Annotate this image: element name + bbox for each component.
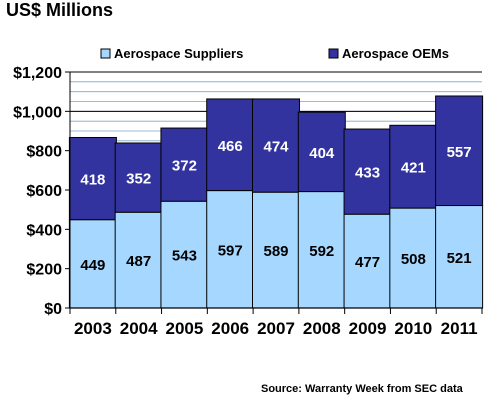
legend-swatch xyxy=(100,48,111,59)
y-tick-label: $400 xyxy=(26,222,62,239)
x-tick-label: 2006 xyxy=(211,319,249,338)
bar-2003-s1 xyxy=(68,136,117,221)
bar-2005-s1 xyxy=(160,127,209,202)
data-label: 404 xyxy=(309,145,335,162)
data-label: 477 xyxy=(355,254,380,271)
bar-2005-s0 xyxy=(160,200,209,309)
bar-2006-s0 xyxy=(206,190,255,309)
bar-2008-s0 xyxy=(297,191,346,309)
bar-2010-s0 xyxy=(389,207,438,309)
y-tick-label: $1,000 xyxy=(13,104,62,121)
data-label: 543 xyxy=(172,248,197,265)
bar-2011-s1 xyxy=(435,95,484,207)
legend: Aerospace Suppliers Aerospace OEMs xyxy=(100,46,449,61)
bar-2011-s0 xyxy=(435,205,484,309)
y-tick-label: $0 xyxy=(44,301,62,318)
legend-swatch xyxy=(328,48,339,59)
y-tick-label: $200 xyxy=(26,262,62,279)
bar-2004-s1 xyxy=(114,142,163,213)
data-label: 508 xyxy=(401,251,426,268)
tick-labels: $0 $200 $400 $600 $800 $1,000 $1,200 2003 2004 20… xyxy=(13,65,477,338)
data-label: 597 xyxy=(218,242,243,259)
bar-2006-s1 xyxy=(206,98,255,192)
y-tick-label: $1,200 xyxy=(13,65,62,82)
x-tick-label: 2008 xyxy=(303,319,341,338)
axes xyxy=(65,71,483,314)
data-label: 521 xyxy=(447,250,472,267)
bar-2010-s1 xyxy=(389,124,438,209)
x-tick-label: 2003 xyxy=(74,319,112,338)
y-tick-label: $800 xyxy=(26,144,62,161)
data-label: 474 xyxy=(263,139,289,156)
legend-label: Aerospace OEMs xyxy=(342,46,449,61)
data-label: 352 xyxy=(126,171,151,188)
bars xyxy=(68,95,484,309)
bar-2007-s1 xyxy=(252,98,300,193)
data-label: 433 xyxy=(355,165,380,182)
x-tick-label: 2005 xyxy=(166,319,204,338)
x-tick-label: 2004 xyxy=(120,319,158,338)
data-label: 421 xyxy=(401,160,426,177)
data-label: 449 xyxy=(80,257,105,274)
data-label: 557 xyxy=(447,144,472,161)
x-tick-label: 2007 xyxy=(257,319,295,338)
x-tick-label: 2010 xyxy=(394,319,432,338)
data-label: 487 xyxy=(126,253,151,270)
legend-label: Aerospace Suppliers xyxy=(114,46,243,61)
source-note: Source: Warranty Week from SEC data xyxy=(261,383,463,395)
data-label: 592 xyxy=(309,243,334,260)
x-tick-label: 2009 xyxy=(349,319,387,338)
y-tick-label: $600 xyxy=(26,183,62,200)
bar-2008-s1 xyxy=(297,111,346,193)
x-tick-label: 2011 xyxy=(441,319,478,338)
data-label: 418 xyxy=(80,172,105,189)
chart-title: US$ Millions xyxy=(6,0,114,20)
data-label: 372 xyxy=(172,158,197,175)
data-label: 466 xyxy=(218,138,243,155)
data-labels: 449 418 487 352 543 372 597 466 589 474 592 404 477 4… xyxy=(80,138,471,274)
bar-2009-s0 xyxy=(343,213,392,309)
data-label: 589 xyxy=(263,243,288,260)
